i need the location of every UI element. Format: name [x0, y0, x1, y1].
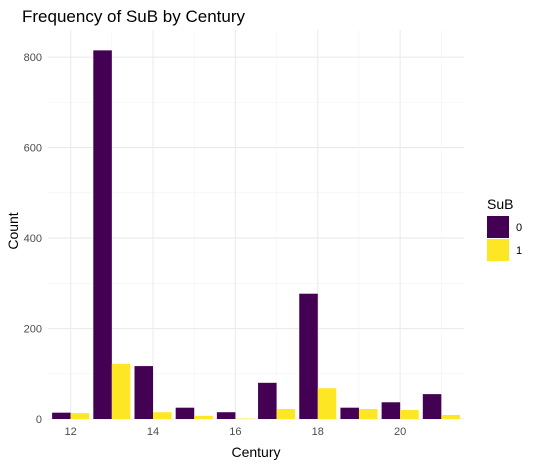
bar-13-series-0: [93, 50, 112, 420]
bar-12-series-1: [70, 413, 90, 419]
x-tick-label: 20: [394, 426, 406, 438]
bar-20-series-1: [400, 409, 419, 419]
bar-18-series-1: [317, 388, 337, 419]
legend-swatch-0: [487, 216, 509, 238]
legend-label-0: 0: [516, 222, 522, 234]
legend-title: SuB: [487, 196, 513, 212]
bar-17-series-1: [276, 409, 296, 419]
chart-title: Frequency of SuB by Century: [22, 7, 246, 26]
legend: SuB 0 1: [487, 196, 522, 261]
bar-12-series-0: [52, 412, 71, 419]
bar-18-series-0: [299, 293, 318, 419]
bar-21-series-0: [422, 394, 442, 419]
y-tick-label: 400: [24, 233, 42, 245]
bar-15-series-0: [175, 407, 195, 419]
bar-20-series-0: [381, 402, 401, 419]
bar-13-series-1: [111, 363, 131, 419]
bar-21-series-1: [441, 414, 460, 419]
x-axis-title: Century: [231, 444, 280, 460]
bar-19-series-0: [340, 407, 359, 419]
y-tick-label: 200: [24, 324, 42, 336]
x-tick-label: 14: [147, 426, 159, 438]
bar-15-series-1: [194, 415, 213, 419]
y-tick-label: 600: [24, 143, 42, 155]
y-axis-ticks: 0 200 400 600 800: [24, 52, 42, 426]
bar-16-series-0: [216, 412, 236, 419]
x-axis-ticks: 12 14 16 18 20: [65, 426, 407, 438]
bar-19-series-1: [358, 409, 378, 419]
bar-14-series-1: [153, 412, 172, 419]
x-tick-label: 18: [312, 426, 324, 438]
x-tick-label: 16: [229, 426, 241, 438]
legend-swatch-1: [487, 239, 509, 261]
y-axis-title: Count: [5, 212, 21, 249]
bar-17-series-0: [258, 382, 277, 419]
legend-label-1: 1: [516, 245, 522, 257]
bars: [52, 50, 460, 420]
x-tick-label: 12: [65, 426, 77, 438]
y-tick-label: 0: [36, 414, 42, 426]
y-tick-label: 800: [24, 52, 42, 64]
bar-14-series-0: [134, 366, 154, 419]
